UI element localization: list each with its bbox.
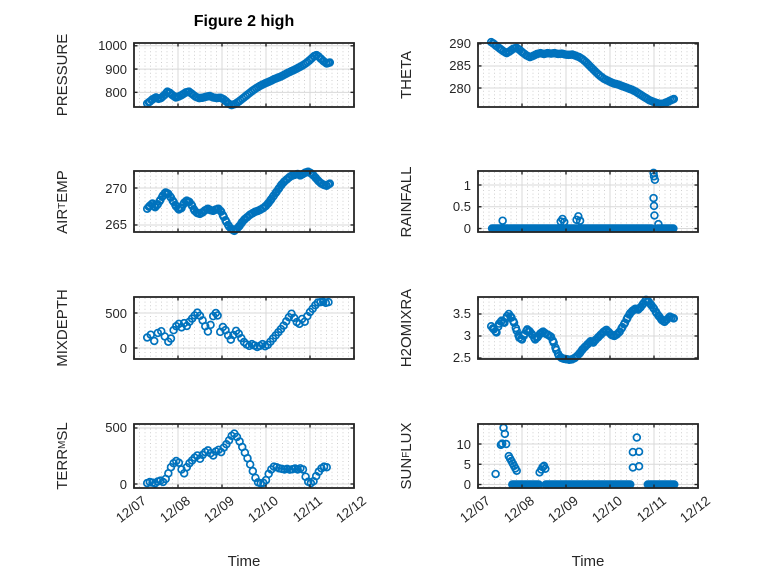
- y-tick-label: 0: [463, 221, 471, 237]
- y-tick-label: 3.5: [452, 306, 471, 322]
- y-tick-label: 2.5: [452, 350, 471, 366]
- y-tick-label: 285: [449, 58, 471, 74]
- x-axis-label-right: Time: [571, 553, 605, 570]
- y-tick-label: 500: [105, 305, 127, 321]
- y-tick-label: 0: [119, 340, 127, 356]
- y-tick-label: 0: [463, 477, 471, 493]
- y-tick-label: 290: [449, 36, 471, 52]
- x-axis-label-left: Time: [227, 553, 261, 570]
- ylabel-text: SUN: [397, 457, 415, 490]
- y-tick-label: 270: [105, 180, 127, 196]
- y-tick-label: 5: [463, 456, 471, 472]
- y-tick-label: 265: [105, 217, 127, 233]
- y-tick-label: 1: [463, 177, 471, 193]
- figure-title: Figure 2 high: [193, 13, 295, 30]
- y-tick-label: 10: [456, 436, 471, 452]
- y-tick-label: 500: [105, 420, 127, 436]
- y-tick-label: 900: [105, 61, 127, 77]
- ylabel-subscript: F: [400, 451, 412, 458]
- ylabel-text: LUX: [397, 422, 415, 452]
- y-tick-label: 800: [105, 84, 127, 100]
- y-tick-label: 0: [119, 476, 127, 492]
- y-tick-label: 280: [449, 80, 471, 96]
- y-tick-label: 1000: [98, 38, 127, 54]
- y-tick-label: 3: [463, 328, 471, 344]
- y-tick-label: 0.5: [452, 199, 471, 215]
- sunflux-y-axis-label: SUN F LUX: [396, 356, 416, 556]
